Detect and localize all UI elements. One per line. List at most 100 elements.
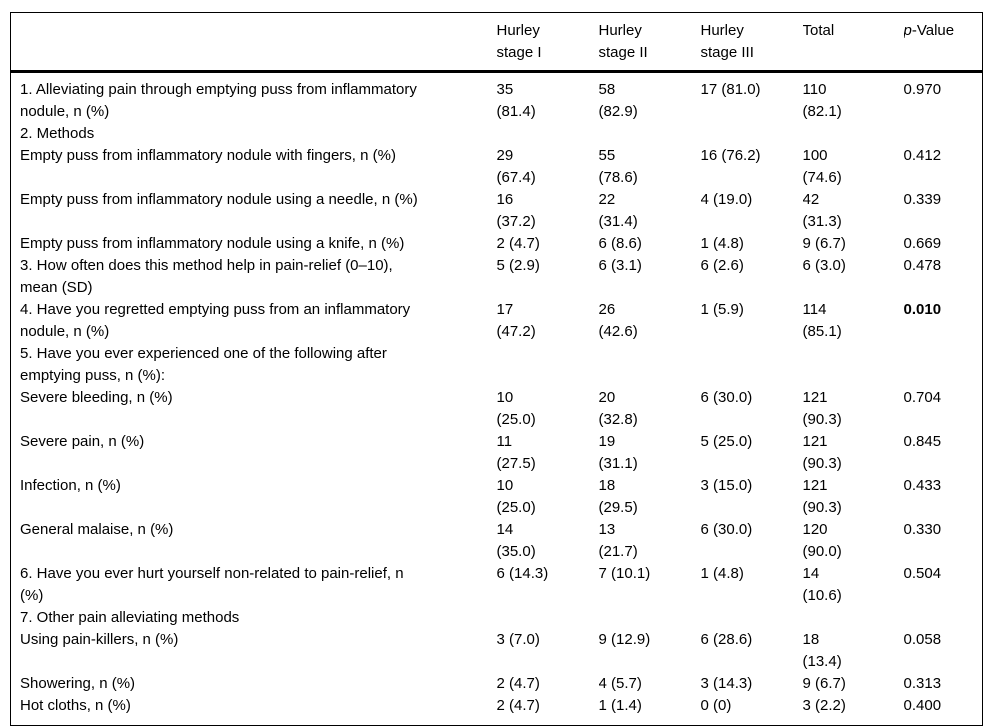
row-label: 1. Alleviating pain through emptying pus… (20, 81, 417, 120)
table-row: 6. Have you ever hurt yourself non-relat… (11, 563, 983, 607)
value-cell: 6 (30.0) (700, 389, 753, 406)
value-cell (803, 343, 904, 387)
value-cell: 17 (81.0) (700, 81, 761, 98)
value-cell: 9 (12.9) (598, 631, 651, 648)
value-cell: 18 (13.4) (802, 631, 842, 670)
value-cell: 6 (3.1) (598, 257, 642, 274)
value-cell: 1 (5.9) (700, 301, 744, 318)
p-value-cell (904, 607, 983, 629)
value-cell: 16 (76.2) (700, 147, 761, 164)
value-cell: 1 (4.8) (700, 565, 744, 582)
row-label: Hot cloths, n (%) (20, 697, 131, 714)
p-value-cell: 0.400 (903, 697, 942, 714)
value-cell: 120 (90.0) (802, 521, 842, 560)
value-cell: 11 (27.5) (496, 433, 536, 472)
table-row: Empty puss from inflammatory nodule usin… (11, 189, 983, 233)
value-cell: 3 (15.0) (700, 477, 753, 494)
table-row: Severe pain, n (%) 11 (27.5) 19 (31.1) 5 (2… (11, 431, 983, 475)
row-label: 2. Methods (20, 125, 95, 142)
table-row: Severe bleeding, n (%) 10 (25.0) 20 (32.8)… (11, 387, 983, 431)
value-cell: 9 (6.7) (802, 675, 846, 692)
value-cell: 121 (90.3) (802, 389, 842, 428)
p-value-rest: -Value (911, 22, 955, 39)
value-cell: 42 (31.3) (802, 191, 842, 230)
row-label: Using pain-killers, n (%) (20, 631, 179, 648)
table-row: Empty puss from inflammatory nodule usin… (11, 233, 983, 255)
row-label: 6. Have you ever hurt yourself non-relat… (20, 565, 404, 604)
value-cell: 3 (2.2) (802, 697, 846, 714)
value-cell: 29 (67.4) (496, 147, 536, 186)
value-cell: 10 (25.0) (496, 477, 536, 516)
value-cell (599, 607, 701, 629)
p-value-cell: 0.010 (903, 301, 942, 318)
p-value-cell: 0.433 (903, 477, 942, 494)
p-value-cell (904, 343, 983, 387)
row-label: Severe pain, n (%) (20, 433, 145, 450)
value-cell: 9 (6.7) (802, 235, 846, 252)
table-row: 2. Methods (11, 123, 983, 145)
row-label: Empty puss from inflammatory nodule usin… (20, 235, 405, 252)
table-row: Hot cloths, n (%) 2 (4.7) 1 (1.4) 0 (0) 3 (2… (11, 695, 983, 726)
table-row: 3. How often does this method help in pa… (11, 255, 983, 299)
value-cell (497, 607, 599, 629)
value-cell (497, 343, 599, 387)
p-value-cell: 0.504 (903, 565, 942, 582)
header-row: Hurley stage I Hurley stage II Hurley st… (10, 12, 983, 73)
row-label: Showering, n (%) (20, 675, 136, 692)
row-label: 7. Other pain alleviating methods (20, 609, 240, 626)
p-value-cell: 0.970 (903, 81, 942, 98)
table-row: 4. Have you regretted emptying puss from… (11, 299, 983, 343)
value-cell: 2 (4.7) (496, 235, 540, 252)
value-cell: 35 (81.4) (496, 81, 536, 120)
header-hurley-stage-1: Hurley stage I (496, 12, 599, 73)
value-cell: 26 (42.6) (598, 301, 638, 340)
value-cell: 6 (30.0) (700, 521, 753, 538)
value-cell: 0 (0) (700, 697, 732, 714)
value-cell: 14 (35.0) (496, 521, 536, 560)
p-value-cell: 0.339 (903, 191, 942, 208)
value-cell: 19 (31.1) (598, 433, 638, 472)
value-cell: 17 (47.2) (496, 301, 536, 340)
value-cell: 121 (90.3) (802, 477, 842, 516)
value-cell: 16 (37.2) (496, 191, 536, 230)
value-cell: 58 (82.9) (598, 81, 638, 120)
value-cell: 13 (21.7) (598, 521, 638, 560)
value-cell: 4 (5.7) (598, 675, 642, 692)
value-cell: 4 (19.0) (700, 191, 753, 208)
value-cell: 1 (4.8) (700, 235, 744, 252)
table-row: 5. Have you ever experienced one of the … (11, 343, 983, 387)
p-value-cell: 0.704 (903, 389, 942, 406)
table-body: 1. Alleviating pain through emptying pus… (11, 72, 983, 726)
p-value-cell (904, 123, 983, 145)
value-cell (701, 343, 803, 387)
value-cell (803, 123, 904, 145)
value-cell: 10 (25.0) (496, 389, 536, 428)
study-table: Hurley stage I Hurley stage II Hurley st… (10, 12, 983, 726)
row-label: Infection, n (%) (20, 477, 121, 494)
p-value-cell: 0.669 (903, 235, 942, 252)
value-cell (599, 123, 701, 145)
p-value-cell: 0.845 (903, 433, 942, 450)
row-label: Severe bleeding, n (%) (20, 389, 173, 406)
row-label: General malaise, n (%) (20, 521, 174, 538)
header-total: Total (802, 12, 904, 73)
value-cell: 6 (28.6) (700, 631, 753, 648)
value-cell: 1 (1.4) (598, 697, 642, 714)
row-label: Empty puss from inflammatory nodule usin… (20, 191, 418, 208)
value-cell: 110 (82.1) (802, 81, 842, 120)
table-row: General malaise, n (%) 14 (35.0) 13 (21.7)… (11, 519, 983, 563)
value-cell (701, 607, 803, 629)
p-value-cell: 0.478 (903, 257, 942, 274)
header-hurley-stage-3: Hurley stage III (700, 12, 803, 73)
value-cell: 2 (4.7) (496, 697, 540, 714)
value-cell (803, 607, 904, 629)
row-label: 4. Have you regretted emptying puss from… (20, 301, 411, 340)
value-cell: 18 (29.5) (598, 477, 638, 516)
header-p-value: p-Value (903, 12, 983, 73)
p-value-italic-p: p (903, 22, 912, 39)
header-hurley-stage-2: Hurley stage II (598, 12, 701, 73)
p-value-cell: 0.412 (903, 147, 942, 164)
value-cell: 20 (32.8) (598, 389, 638, 428)
row-label: 5. Have you ever experienced one of the … (20, 345, 387, 384)
